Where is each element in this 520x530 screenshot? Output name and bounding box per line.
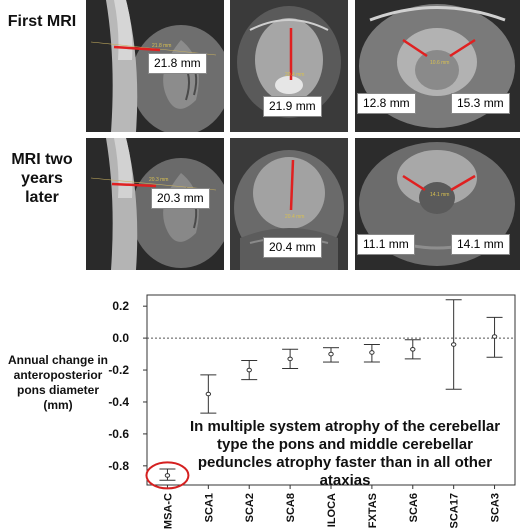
msa-c-highlight-circle — [145, 461, 190, 490]
mean-point-fxtas — [369, 350, 375, 355]
first-mri-label: First MRI — [7, 13, 77, 30]
later-sagittal-mini-label: 20.3 mm — [149, 177, 168, 183]
mean-point-sca3 — [491, 334, 498, 339]
first-axial-pons-measurement: 21.9 mm — [263, 96, 322, 117]
chart-y-axis-label: Annual change in anteroposterior pons di… — [7, 353, 108, 412]
later-mri-sagittal-scan: 20.3 mm — [86, 138, 224, 270]
later-left-peduncle-measurement: 11.1 mm — [357, 234, 415, 255]
mean-point-sca17 — [450, 342, 457, 347]
mean-point-sca1 — [205, 391, 212, 397]
first-axial-pons-mini-label: 20.4 mm — [285, 72, 304, 78]
chart-annotation: In multiple system atrophy of the cerebe… — [189, 418, 501, 489]
x-category-label: MSA-C — [162, 493, 174, 529]
first-axial-peduncle-mini-label: 10.6 mm — [430, 60, 449, 66]
x-category-label: ILOCA — [326, 493, 338, 527]
y-tick-label: 0.0 — [112, 331, 129, 345]
x-category-label: SCA3 — [490, 493, 502, 522]
later-axial-peduncle-mini-label: 14.1 mm — [430, 192, 449, 198]
mean-point-sca8 — [287, 356, 293, 362]
mean-point-msa-c — [164, 473, 171, 478]
y-tick-label: -0.8 — [108, 459, 129, 473]
x-category-label: SCA2 — [244, 493, 256, 522]
mean-point-iloca — [328, 351, 334, 357]
mean-point-sca6 — [410, 346, 416, 352]
x-category-label: SCA17 — [449, 493, 461, 528]
x-category-label: SCA6 — [408, 493, 420, 522]
later-sagittal-measurement: 20.3 mm — [151, 188, 210, 209]
first-left-peduncle-measurement: 12.8 mm — [357, 93, 416, 114]
later-right-peduncle-measurement: 14.1 mm — [451, 234, 510, 255]
y-tick-label: -0.4 — [108, 395, 129, 409]
y-tick-label: -0.6 — [108, 427, 129, 441]
first-sagittal-measurement: 21.8 mm — [148, 53, 207, 74]
x-category-label: FXTAS — [367, 493, 379, 528]
annual-change-errorbar-chart: 0.2 0.0 -0.2 -0.4 -0.6 -0.8 MSA-C SCA1 SCA2 SCA8 I… — [108, 294, 516, 529]
x-category-label: SCA8 — [285, 493, 297, 522]
y-tick-label: -0.2 — [108, 363, 129, 377]
first-right-peduncle-measurement: 15.3 mm — [451, 93, 510, 114]
later-axial-pons-mini-label: 20.4 mm — [285, 214, 304, 220]
y-tick-label: 0.2 — [112, 299, 129, 313]
first-sagittal-mini-label: 21.8 mm — [152, 43, 171, 49]
mean-point-sca2 — [246, 367, 252, 373]
later-axial-pons-measurement: 20.4 mm — [263, 237, 322, 258]
later-mri-label: MRI two years later — [11, 151, 73, 206]
x-category-label: SCA1 — [203, 493, 215, 522]
